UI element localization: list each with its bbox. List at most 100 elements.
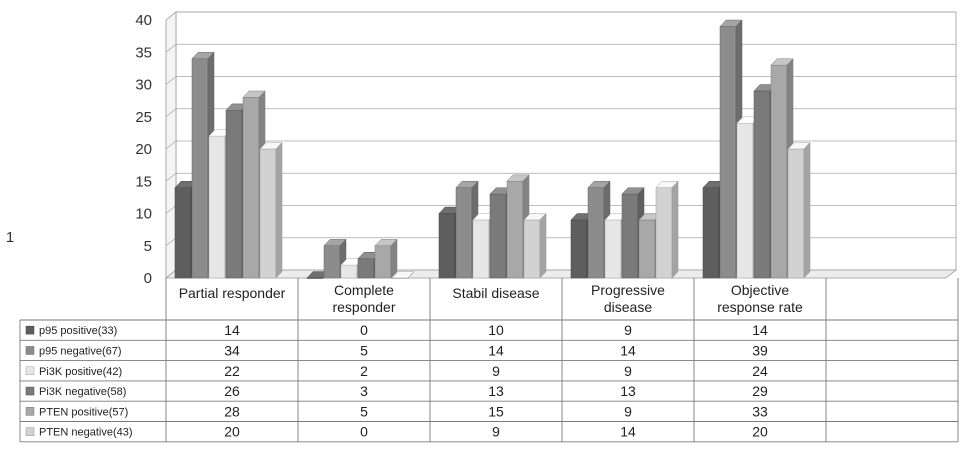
category-label: disease [604, 299, 652, 315]
bar [438, 213, 456, 279]
category-label: Stabil disease [452, 285, 539, 301]
bar [489, 193, 507, 279]
data-label: 9 [492, 424, 500, 440]
legend-swatch [25, 386, 35, 396]
data-label: 9 [624, 322, 632, 338]
data-label: 13 [620, 383, 636, 399]
legend-swatch [25, 366, 35, 375]
data-label: 14 [620, 424, 636, 440]
y-tick-label: 10 [135, 206, 152, 223]
data-label: 0 [360, 424, 368, 440]
bar [736, 122, 754, 279]
floor [164, 269, 958, 279]
legend-swatch [25, 427, 35, 436]
legend-label: PTEN positive(57) [39, 406, 128, 418]
bar [259, 148, 277, 279]
category-label: Complete [334, 282, 394, 298]
bar [357, 258, 375, 279]
data-label: 14 [620, 342, 636, 358]
bar [753, 90, 771, 279]
bar [655, 187, 673, 279]
bar [770, 64, 788, 279]
bar [191, 58, 209, 279]
data-label: 13 [488, 383, 504, 399]
data-label: 26 [224, 383, 240, 399]
data-label: 14 [752, 322, 768, 338]
bar [472, 219, 490, 279]
gridline [165, 108, 956, 118]
bar [174, 187, 192, 279]
bar [570, 219, 588, 279]
legend-swatch [25, 346, 35, 355]
data-label: 14 [488, 342, 504, 358]
bar [702, 187, 720, 279]
data-label: 5 [360, 403, 368, 419]
y-tick-label: 30 [135, 77, 152, 94]
category-label: Objective [731, 282, 790, 298]
y-tick-label: 15 [135, 173, 152, 190]
legend-label: p95 positive(33) [39, 325, 117, 337]
side-label: 1 [6, 229, 14, 246]
bar [719, 26, 737, 279]
bar [523, 219, 541, 279]
y-tick-label: 20 [135, 141, 152, 158]
data-label: 22 [224, 363, 240, 379]
y-tick-label: 0 [144, 270, 152, 287]
legend-label: PTEN negative(43) [39, 427, 133, 439]
bar-side [275, 141, 283, 279]
data-label: 20 [224, 424, 240, 440]
data-label: 29 [752, 383, 768, 399]
data-label: 33 [752, 403, 768, 419]
bar-side [407, 271, 415, 279]
y-tick-label: 25 [135, 109, 152, 126]
data-label: 9 [624, 403, 632, 419]
bar [587, 187, 605, 279]
bar-side [803, 141, 811, 279]
category-label: Partial responder [179, 285, 286, 301]
bar [242, 97, 260, 279]
bar-side [390, 238, 398, 279]
bar [787, 148, 805, 279]
bar [455, 187, 473, 279]
bar [323, 245, 341, 279]
bar [506, 181, 524, 279]
legend-label: Pi3K positive(42) [39, 366, 122, 378]
gridline [165, 172, 956, 182]
y-tick-label: 35 [135, 44, 152, 61]
bar-side [671, 180, 679, 279]
data-label: 9 [492, 363, 500, 379]
data-label: 39 [752, 342, 768, 358]
data-label: 9 [624, 363, 632, 379]
bar-side [539, 212, 547, 279]
gridline [165, 76, 956, 85]
category-label: response rate [717, 299, 803, 315]
gridline [165, 43, 956, 53]
gridline [165, 140, 956, 150]
bar [225, 110, 243, 279]
bar [604, 219, 622, 279]
category-label: responder [332, 299, 395, 315]
data-label: 15 [488, 403, 504, 419]
legend-label: p95 negative(67) [39, 345, 122, 357]
legend-swatch [25, 325, 35, 335]
data-label: 3 [360, 383, 368, 399]
data-label: 34 [224, 342, 240, 358]
y-tick-label: 5 [144, 238, 152, 255]
legend-label: Pi3K negative(58) [39, 386, 126, 398]
data-label: 10 [488, 322, 504, 338]
data-label: 2 [360, 363, 368, 379]
bar [374, 245, 392, 279]
bar [340, 264, 358, 279]
data-label: 0 [360, 322, 368, 338]
bar [638, 219, 656, 279]
data-label: 20 [752, 424, 768, 440]
data-label: 24 [752, 363, 768, 379]
bar [208, 135, 226, 279]
y-tick-label: 40 [135, 12, 152, 29]
gridline [165, 11, 956, 21]
data-label: 14 [224, 322, 240, 338]
bar [621, 193, 639, 279]
category-label: Progressive [591, 282, 665, 298]
data-label: 5 [360, 342, 368, 358]
